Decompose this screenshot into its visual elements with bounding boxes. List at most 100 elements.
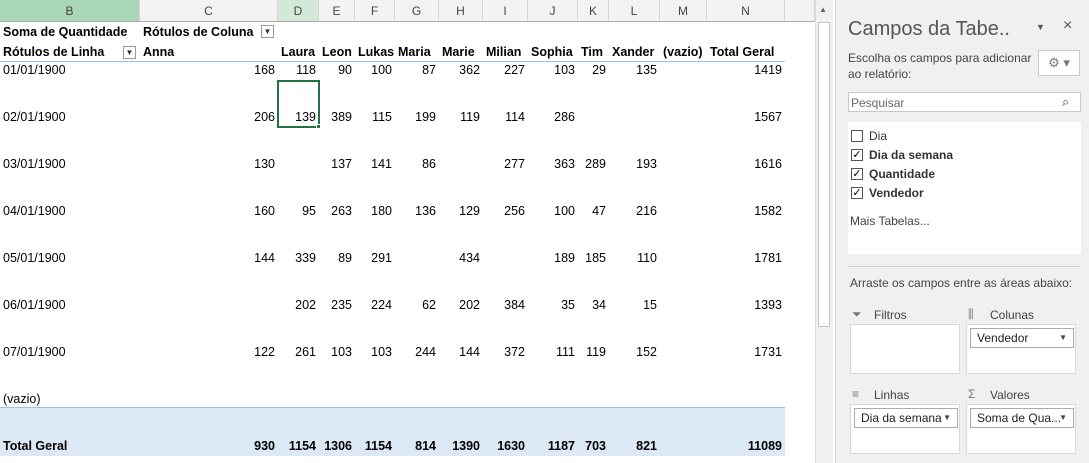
area-item-dropdown[interactable]: ▼ <box>943 413 951 422</box>
value-cell[interactable]: 384 <box>504 298 525 312</box>
value-cell[interactable]: 434 <box>459 251 480 265</box>
field-name[interactable]: Quantidade <box>869 167 936 181</box>
value-cell[interactable]: 363 <box>554 157 575 171</box>
value-cell[interactable]: 1154 <box>288 439 316 453</box>
field-checkbox[interactable]: ✓ <box>851 149 863 161</box>
value-cell[interactable]: 1781 <box>754 251 782 265</box>
column-letter[interactable]: F <box>355 0 395 22</box>
value-cell[interactable]: 227 <box>504 63 525 77</box>
value-cell[interactable]: 199 <box>415 110 436 124</box>
field-name[interactable]: Vendedor <box>869 186 924 200</box>
value-cell[interactable]: 814 <box>415 439 436 453</box>
value-cell[interactable]: 103 <box>371 345 392 359</box>
area-item-dropdown[interactable]: ▼ <box>1059 413 1067 422</box>
value-cell[interactable]: 1731 <box>754 345 782 359</box>
value-cell[interactable]: 118 <box>296 63 316 77</box>
value-cell[interactable]: 235 <box>331 298 352 312</box>
column-letter[interactable]: K <box>578 0 609 22</box>
value-cell[interactable]: 185 <box>585 251 606 265</box>
area-item[interactable]: Soma de Qua... ▼ <box>970 408 1074 428</box>
field-checkbox[interactable]: ✓ <box>851 187 863 199</box>
value-cell[interactable]: 362 <box>459 63 480 77</box>
value-cell[interactable]: 95 <box>302 204 316 218</box>
column-letter[interactable]: H <box>439 0 483 22</box>
value-cell[interactable]: 244 <box>415 345 436 359</box>
field-checkbox[interactable] <box>851 130 863 142</box>
pane-close[interactable]: × <box>1063 17 1073 34</box>
column-letter[interactable]: B <box>0 0 140 22</box>
value-cell[interactable]: 703 <box>585 439 606 453</box>
value-cell[interactable]: 168 <box>254 63 275 77</box>
value-cell[interactable]: 15 <box>643 298 657 312</box>
value-cell[interactable]: 160 <box>254 204 275 218</box>
value-cell[interactable]: 372 <box>504 345 525 359</box>
field-name[interactable]: Dia da semana <box>869 148 954 162</box>
value-cell[interactable]: 263 <box>331 204 352 218</box>
value-cell[interactable]: 11089 <box>747 439 782 453</box>
area-item-label[interactable]: Soma de Qua... <box>977 411 1062 425</box>
value-cell[interactable]: 129 <box>459 204 480 218</box>
value-cell[interactable]: 90 <box>338 63 352 77</box>
value-cell[interactable]: 87 <box>422 63 436 77</box>
column-letter[interactable]: J <box>528 0 578 22</box>
value-cell[interactable]: 289 <box>585 157 606 171</box>
value-cell[interactable]: 1419 <box>754 63 782 77</box>
value-cell[interactable]: 389 <box>331 110 352 124</box>
column-letter[interactable]: C <box>140 0 278 22</box>
value-cell[interactable]: 135 <box>636 63 657 77</box>
value-cell[interactable]: 110 <box>637 251 657 265</box>
scroll-up[interactable]: ▲ <box>819 5 827 14</box>
value-cell[interactable]: 103 <box>554 63 575 77</box>
value-cell[interactable]: 29 <box>592 63 606 77</box>
value-cell[interactable]: 1306 <box>324 439 352 453</box>
area-item[interactable]: Dia da semana ▼ <box>854 408 958 428</box>
value-cell[interactable]: 1154 <box>364 439 392 453</box>
value-cell[interactable]: 1567 <box>754 110 782 124</box>
pane-options[interactable]: ▼ <box>1036 22 1045 32</box>
row-filter-button[interactable]: ▼ <box>123 46 136 59</box>
settings-button[interactable]: ⚙ ▾ <box>1038 50 1080 76</box>
value-cell[interactable]: 141 <box>371 157 392 171</box>
value-cell[interactable]: 189 <box>554 251 575 265</box>
more-tables[interactable]: Mais Tabelas... <box>850 214 930 228</box>
value-cell[interactable]: 35 <box>561 298 575 312</box>
value-cell[interactable]: 1187 <box>547 439 575 453</box>
value-cell[interactable]: 1582 <box>754 204 782 218</box>
value-cell[interactable]: 193 <box>636 157 657 171</box>
value-cell[interactable]: 180 <box>371 204 392 218</box>
vertical-scrollbar[interactable]: ▲ <box>815 0 833 463</box>
column-letter[interactable]: N <box>707 0 785 22</box>
column-letter[interactable]: D <box>278 0 319 22</box>
value-cell[interactable]: 115 <box>372 110 392 124</box>
value-cell[interactable]: 291 <box>371 251 392 265</box>
value-cell[interactable]: 86 <box>422 157 436 171</box>
value-cell[interactable]: 122 <box>254 345 275 359</box>
value-cell[interactable]: 206 <box>254 110 275 124</box>
value-cell[interactable]: 261 <box>295 345 316 359</box>
area-item-label[interactable]: Dia da semana <box>861 411 942 425</box>
value-cell[interactable]: 130 <box>254 157 275 171</box>
value-cell[interactable]: 103 <box>331 345 352 359</box>
value-cell[interactable]: 256 <box>504 204 525 218</box>
value-cell[interactable]: 136 <box>415 204 436 218</box>
value-cell[interactable]: 1630 <box>497 439 525 453</box>
value-cell[interactable]: 277 <box>504 157 525 171</box>
value-cell[interactable]: 111 <box>555 345 575 359</box>
value-cell[interactable]: 139 <box>295 110 316 124</box>
value-cell[interactable]: 119 <box>586 345 606 359</box>
area-item[interactable]: Vendedor ▼ <box>970 328 1074 348</box>
value-cell[interactable]: 144 <box>459 345 480 359</box>
column-filter-button[interactable]: ▼ <box>261 25 274 38</box>
area-item-dropdown[interactable]: ▼ <box>1059 333 1067 342</box>
column-letter[interactable]: E <box>319 0 355 22</box>
value-cell[interactable]: 34 <box>592 298 606 312</box>
value-cell[interactable]: 286 <box>554 110 575 124</box>
value-cell[interactable]: 100 <box>554 204 575 218</box>
column-letter[interactable]: M <box>660 0 707 22</box>
value-cell[interactable]: 202 <box>295 298 316 312</box>
value-cell[interactable]: 152 <box>636 345 657 359</box>
value-cell[interactable]: 1616 <box>754 157 782 171</box>
value-cell[interactable]: 339 <box>295 251 316 265</box>
column-letter[interactable]: G <box>395 0 439 22</box>
area-item-label[interactable]: Vendedor <box>977 331 1029 345</box>
